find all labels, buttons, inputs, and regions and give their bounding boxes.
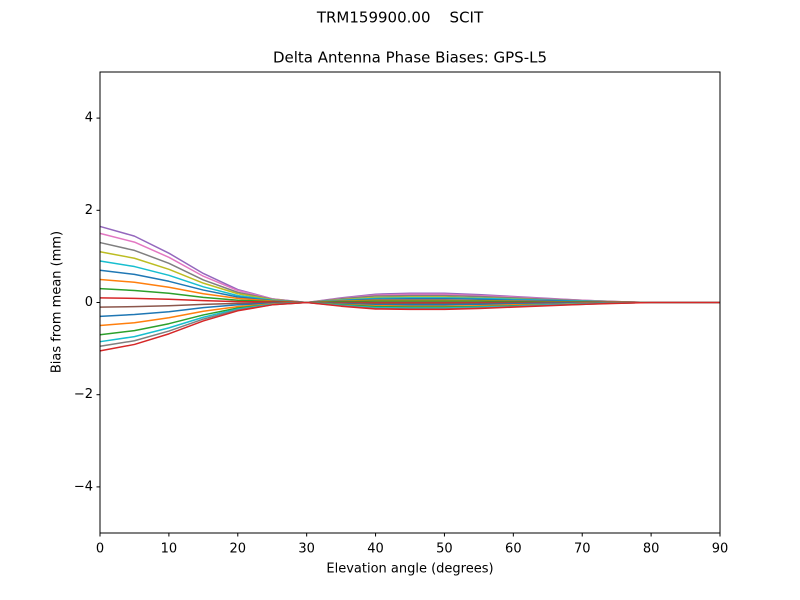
x-tick-label: 90 [712,542,729,557]
data-line [99,301,720,352]
x-tick-label: 80 [643,542,660,557]
y-tick-label: 0 [85,295,93,310]
y-tick-label: 4 [85,111,93,126]
plot-area [99,225,720,352]
y-tick-label: −2 [74,387,93,402]
x-tick-label: 40 [367,542,384,557]
x-tick-label: 0 [96,542,104,557]
x-axis-label: Elevation angle (degrees) [326,562,493,577]
chart-title: Delta Antenna Phase Biases: GPS-L5 [273,49,547,67]
x-tick-label: 20 [230,542,247,557]
x-tick-label: 30 [298,542,315,557]
x-tick-label: 50 [436,542,453,557]
x-tick-label: 60 [505,542,522,557]
x-tick-label: 10 [161,542,178,557]
x-tick-label: 70 [574,542,591,557]
suptitle: TRM159900.00 SCIT [316,9,484,27]
y-tick-label: 2 [85,203,93,218]
y-axis-label: Bias from mean (mm) [50,231,65,373]
y-tick-label: −4 [74,479,93,494]
